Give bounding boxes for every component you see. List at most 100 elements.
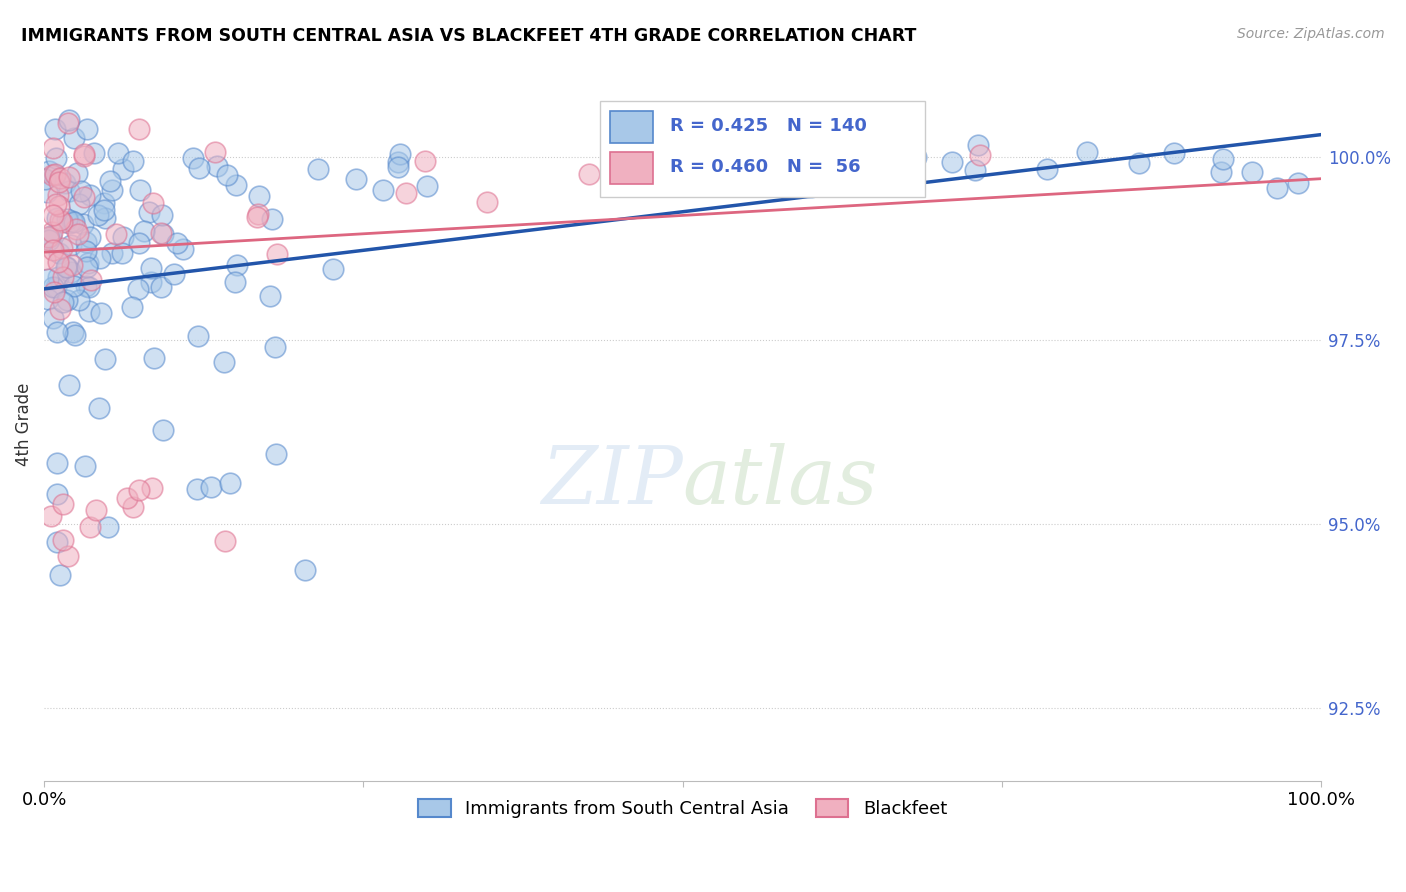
Point bbox=[76, 260, 98, 274]
Point bbox=[49, 212, 72, 227]
Point bbox=[52, 497, 75, 511]
Point bbox=[93, 211, 115, 226]
Point bbox=[186, 482, 208, 496]
Point bbox=[42, 285, 65, 300]
Point bbox=[41, 168, 63, 182]
Point bbox=[111, 245, 134, 260]
Point bbox=[111, 230, 134, 244]
Point bbox=[963, 162, 986, 177]
Point bbox=[266, 246, 288, 260]
Point bbox=[578, 167, 600, 181]
Point bbox=[45, 487, 67, 501]
Point bbox=[883, 126, 905, 140]
Point bbox=[748, 162, 770, 177]
Point bbox=[142, 196, 165, 211]
Point bbox=[39, 228, 62, 243]
Point bbox=[46, 269, 69, 284]
Point bbox=[72, 218, 94, 232]
Point bbox=[603, 170, 626, 185]
Point bbox=[730, 136, 752, 150]
Point bbox=[97, 520, 120, 534]
Point bbox=[62, 213, 84, 227]
Point bbox=[246, 210, 269, 224]
Point bbox=[127, 283, 149, 297]
Point bbox=[128, 236, 150, 251]
Point bbox=[204, 145, 226, 160]
Point bbox=[48, 175, 70, 189]
Point bbox=[128, 483, 150, 497]
Point bbox=[75, 244, 97, 258]
Point bbox=[307, 161, 329, 176]
Point bbox=[76, 256, 98, 270]
Point bbox=[79, 229, 101, 244]
Point bbox=[762, 176, 785, 190]
Point bbox=[46, 255, 69, 269]
Point bbox=[1128, 156, 1150, 170]
Point bbox=[264, 341, 287, 355]
Point bbox=[44, 121, 66, 136]
Point bbox=[413, 154, 436, 169]
Point bbox=[67, 197, 90, 211]
Point bbox=[45, 211, 67, 225]
Point bbox=[34, 252, 56, 266]
Point bbox=[117, 491, 139, 505]
Text: atlas: atlas bbox=[682, 443, 877, 521]
Point bbox=[101, 183, 124, 197]
Point bbox=[55, 260, 77, 274]
Point bbox=[389, 147, 412, 161]
Point bbox=[45, 280, 67, 294]
Point bbox=[134, 224, 156, 238]
Point bbox=[83, 146, 105, 161]
Point bbox=[45, 151, 67, 165]
Point bbox=[387, 160, 409, 174]
Point bbox=[66, 166, 89, 180]
Point bbox=[659, 173, 682, 187]
Point bbox=[67, 293, 90, 307]
Point bbox=[122, 500, 145, 514]
Point bbox=[152, 423, 174, 437]
Point bbox=[941, 155, 963, 169]
Point bbox=[778, 158, 800, 172]
Point bbox=[93, 202, 115, 217]
Point bbox=[87, 208, 110, 222]
Point bbox=[188, 161, 211, 175]
Point bbox=[886, 156, 908, 170]
Point bbox=[58, 112, 80, 127]
Text: Source: ZipAtlas.com: Source: ZipAtlas.com bbox=[1237, 27, 1385, 41]
Point bbox=[259, 288, 281, 302]
Point bbox=[45, 535, 67, 549]
Point bbox=[89, 252, 111, 266]
Point bbox=[56, 116, 79, 130]
Point bbox=[45, 197, 67, 211]
Point bbox=[52, 294, 75, 309]
Point bbox=[101, 245, 124, 260]
Point bbox=[1212, 152, 1234, 166]
Point bbox=[121, 300, 143, 314]
Point bbox=[49, 302, 72, 317]
FancyBboxPatch shape bbox=[599, 101, 925, 197]
Point bbox=[73, 189, 96, 203]
Point bbox=[770, 146, 793, 161]
Point bbox=[42, 311, 65, 326]
Point bbox=[200, 480, 222, 494]
Point bbox=[371, 183, 394, 197]
Point bbox=[79, 187, 101, 202]
Point bbox=[1163, 146, 1185, 161]
Point bbox=[48, 199, 70, 213]
Point bbox=[163, 268, 186, 282]
Point bbox=[141, 481, 163, 495]
Point bbox=[294, 563, 316, 577]
Text: R = 0.460   N =  56: R = 0.460 N = 56 bbox=[669, 158, 860, 176]
Point bbox=[142, 351, 165, 366]
Point bbox=[688, 150, 710, 164]
Point bbox=[395, 186, 418, 200]
Point bbox=[79, 303, 101, 318]
Point bbox=[1076, 145, 1098, 159]
Point bbox=[37, 230, 59, 244]
Point bbox=[58, 216, 80, 230]
Point bbox=[344, 172, 367, 186]
Point bbox=[56, 260, 79, 275]
Point bbox=[46, 188, 69, 202]
Point bbox=[63, 131, 86, 145]
Point bbox=[247, 207, 270, 221]
